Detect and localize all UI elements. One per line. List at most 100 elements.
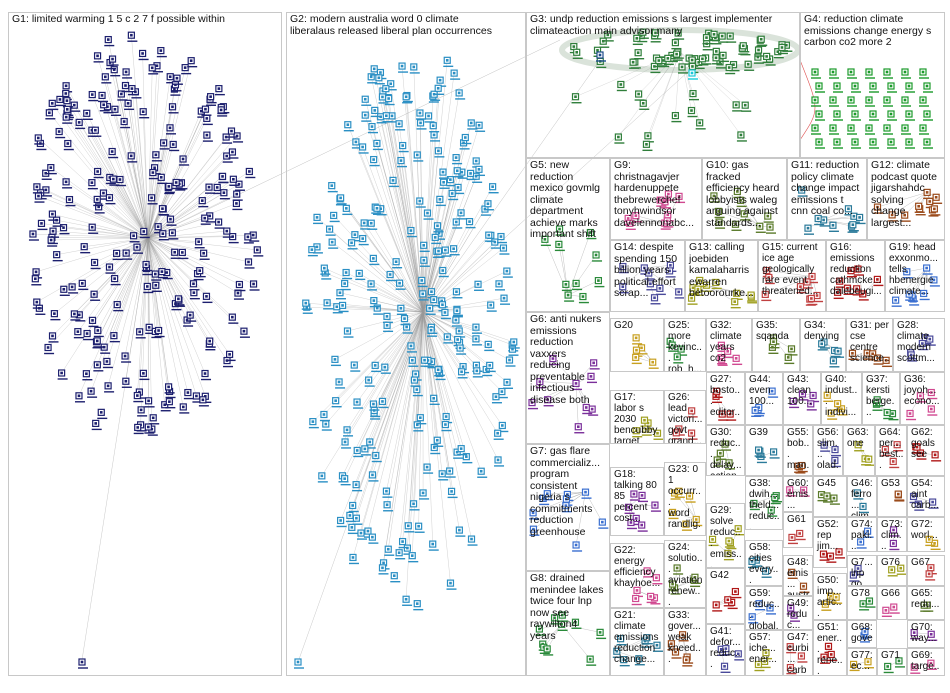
group-label-g56: G56: slim... olad... bbox=[817, 427, 840, 476]
group-cell-g70: G70: way... bbox=[907, 620, 945, 648]
group-cell-g42: G42 bbox=[706, 568, 745, 624]
group-label-g37: G37: kersti berge... bbox=[866, 374, 897, 418]
group-label-g70: G70: way... bbox=[911, 622, 942, 644]
group-label-g28: G28: climate modern scottm... bbox=[897, 320, 942, 364]
group-label-g78: G78 bbox=[851, 588, 874, 599]
group-label-g67: G67 bbox=[911, 557, 942, 568]
group-cell-g14: G14: despite spending 150 billion years … bbox=[610, 240, 685, 312]
group-cell-g74: G74: paki... cli... bbox=[847, 517, 877, 552]
group-label-g65: G65: redu... bbox=[911, 588, 942, 610]
group-label-g58: G58: cities every... bbox=[749, 542, 780, 586]
group-cell-g78: G78 bbox=[847, 586, 877, 620]
group-label-g55: G55: bob... man... bbox=[787, 427, 810, 476]
group-label-g15: G15: current ice age geologically rare e… bbox=[762, 242, 823, 297]
group-cell-g67: G67 bbox=[907, 555, 945, 586]
group-label-g48: G48: emis... austr... bbox=[787, 557, 810, 596]
group-label-g50: G50: imp... artic... bbox=[817, 575, 844, 619]
group-cell-g40: G40: indust... indivi... bbox=[821, 372, 862, 425]
group-label-g17: G17: labor s 2030 bencubby target 45... bbox=[614, 392, 661, 444]
group-label-g16: G16: emissions reduction cathmcke... dal… bbox=[830, 242, 882, 297]
group-cell-g1: G1: limited warming 1 5 c 2 7 f possible… bbox=[8, 12, 282, 676]
group-label-g3: G3: undp reduction emissions s largest i… bbox=[530, 14, 797, 37]
group-cell-g41: G41: defor... reduc... bbox=[706, 624, 745, 676]
group-label-g32: G32: climate years co2 bbox=[710, 320, 749, 364]
group-cell-g11: G11: reduction policy climate change imp… bbox=[787, 158, 867, 240]
group-label-g38: G38: dwih... theld... reduc... bbox=[749, 478, 780, 530]
group-cell-g23: G23: 0 1 occurr... word randlig... bbox=[664, 462, 706, 536]
group-cell-g22: G22: energy efficiency khayhoe... bbox=[610, 543, 664, 608]
group-label-g74: G74: paki... cli... bbox=[851, 519, 874, 552]
group-label-g42: G42 bbox=[710, 570, 742, 581]
group-cell-g45: G45 bbox=[813, 476, 847, 517]
group-cell-g21: G21: climate emissions reduction change.… bbox=[610, 608, 664, 676]
group-cell-g59: G59: reduc... global... bbox=[745, 586, 783, 630]
group-label-g27: G27: bosto... editor... board... bbox=[710, 374, 742, 425]
group-cell-g61: G61 bbox=[783, 512, 813, 548]
group-label-g6: G6: anti nukers emissions reduction vaxx… bbox=[530, 314, 607, 406]
group-cell-g28: G28: climate modern scottm... bbox=[893, 318, 945, 372]
group-cell-g16: G16: emissions reduction cathmcke... dal… bbox=[826, 240, 885, 312]
group-cell-g33: G33: gover... weak kneed... bbox=[664, 608, 706, 676]
group-label-g47: G47: curbi... carbo... bbox=[787, 632, 810, 676]
group-cell-g29: G29: solve reduc... emiss... bbox=[706, 503, 745, 568]
group-cell-g27: G27: bosto... editor... board... bbox=[706, 372, 745, 425]
group-label-g57: G57: iche... ener... bbox=[749, 632, 780, 665]
group-cell-g52: G52: rep jim... bbox=[813, 517, 847, 568]
group-cell-g39: G39 bbox=[745, 425, 783, 476]
group-label-g19: G19: head exxonmo... tells hbenergie cli… bbox=[889, 242, 942, 297]
group-label-g51: G51: ener... rene... bbox=[817, 622, 844, 676]
group-cell-g10: G10: gas fracked efficiency heard lobbyi… bbox=[702, 158, 787, 240]
group-cell-g7x: G7... lnp go... bbox=[847, 555, 877, 586]
group-label-g9: G9: christnagavjer hardenuppete thebrewe… bbox=[614, 160, 699, 229]
group-cell-g7: G7: gas flare commercializ... program co… bbox=[526, 444, 610, 571]
group-cell-g8: G8: drained menindee lakes twice four ln… bbox=[526, 571, 610, 676]
group-cell-g37: G37: kersti berge... bbox=[862, 372, 900, 425]
group-label-g53: G53 bbox=[881, 478, 904, 489]
group-label-g46: G46: ferro... clim... bbox=[851, 478, 874, 517]
group-label-g29: G29: solve reduc... emiss... bbox=[710, 505, 742, 568]
group-cell-g77: G77: ec... bbox=[847, 648, 877, 676]
group-cell-g5: G5: new reduction mexico govmlg climate … bbox=[526, 158, 610, 312]
group-cell-g46: G46: ferro... clim... bbox=[847, 476, 877, 517]
group-cell-g50: G50: imp... artic... bbox=[813, 573, 847, 620]
group-cell-g51: G51: ener... rene... bbox=[813, 620, 847, 676]
group-cell-g57: G57: iche... ener... bbox=[745, 630, 783, 676]
group-label-g69: G69: targe... bbox=[911, 650, 942, 676]
group-label-g8: G8: drained menindee lakes twice four ln… bbox=[530, 573, 607, 642]
group-cell-g32: G32: climate years co2 bbox=[706, 318, 752, 372]
group-cell-g58: G58: cities every... bbox=[745, 540, 783, 586]
group-cell-g19: G19: head exxonmo... tells hbenergie cli… bbox=[885, 240, 945, 312]
group-label-g34: G34: denying bbox=[804, 320, 843, 342]
group-label-g40: G40: indust... indivi... bbox=[825, 374, 859, 418]
group-label-g30: G30: reduc... delay... action... bbox=[710, 427, 742, 476]
group-cell-g24: G24: solutio... aviation renew... jet fu… bbox=[664, 540, 706, 608]
group-label-g24: G24: solutio... aviation renew... jet fu… bbox=[668, 542, 703, 608]
group-label-g21: G21: climate emissions reduction change.… bbox=[614, 610, 661, 665]
group-label-g43: G43: clean 100... bbox=[787, 374, 818, 407]
group-label-g12: G12: climate podcast quote jigarshahdc s… bbox=[871, 160, 942, 229]
group-cell-g66: G66 bbox=[877, 586, 907, 620]
group-label-g59: G59: reduc... global... bbox=[749, 588, 780, 630]
group-cell-g30: G30: reduc... delay... action... bbox=[706, 425, 745, 476]
group-cell-g73: G73: clim... bbox=[877, 517, 907, 552]
group-label-g68: G68: gove... bbox=[851, 622, 874, 648]
group-label-g13: G13: calling joebiden kamalaharris ewarr… bbox=[689, 242, 755, 300]
group-label-g73: G73: clim... bbox=[881, 519, 904, 552]
group-label-g7x: G7... lnp go... bbox=[851, 557, 874, 586]
group-cell-g15: G15: current ice age geologically rare e… bbox=[758, 240, 826, 312]
group-cell-g60: G60: emis... s bbox=[783, 476, 813, 512]
group-cell-g26: G26: lead victori... govt grand... bbox=[664, 390, 706, 444]
group-cell-g64: G64: per... best... bbox=[875, 425, 907, 476]
group-label-g10: G10: gas fracked efficiency heard lobbyi… bbox=[706, 160, 784, 229]
group-label-g77: G77: ec... bbox=[851, 650, 874, 672]
group-cell-g12: G12: climate podcast quote jigarshahdc s… bbox=[867, 158, 945, 240]
group-label-g2: G2: modern australia word 0 climate libe… bbox=[290, 14, 523, 37]
group-label-g52: G52: rep jim... bbox=[817, 519, 844, 552]
group-label-g26: G26: lead victori... govt grand... bbox=[668, 392, 703, 444]
group-label-g36: G36: joyoh... econo... bbox=[904, 374, 942, 407]
group-label-g71: G71 bbox=[881, 650, 904, 661]
group-cell-g35: G35: sqanda bbox=[752, 318, 800, 372]
group-label-g4: G4: reduction climate emissions change e… bbox=[804, 14, 942, 49]
group-cell-g18: G18: talking 80 85 percent cost... bbox=[610, 467, 664, 536]
group-cell-g55: G55: bob... man... bbox=[783, 425, 813, 476]
